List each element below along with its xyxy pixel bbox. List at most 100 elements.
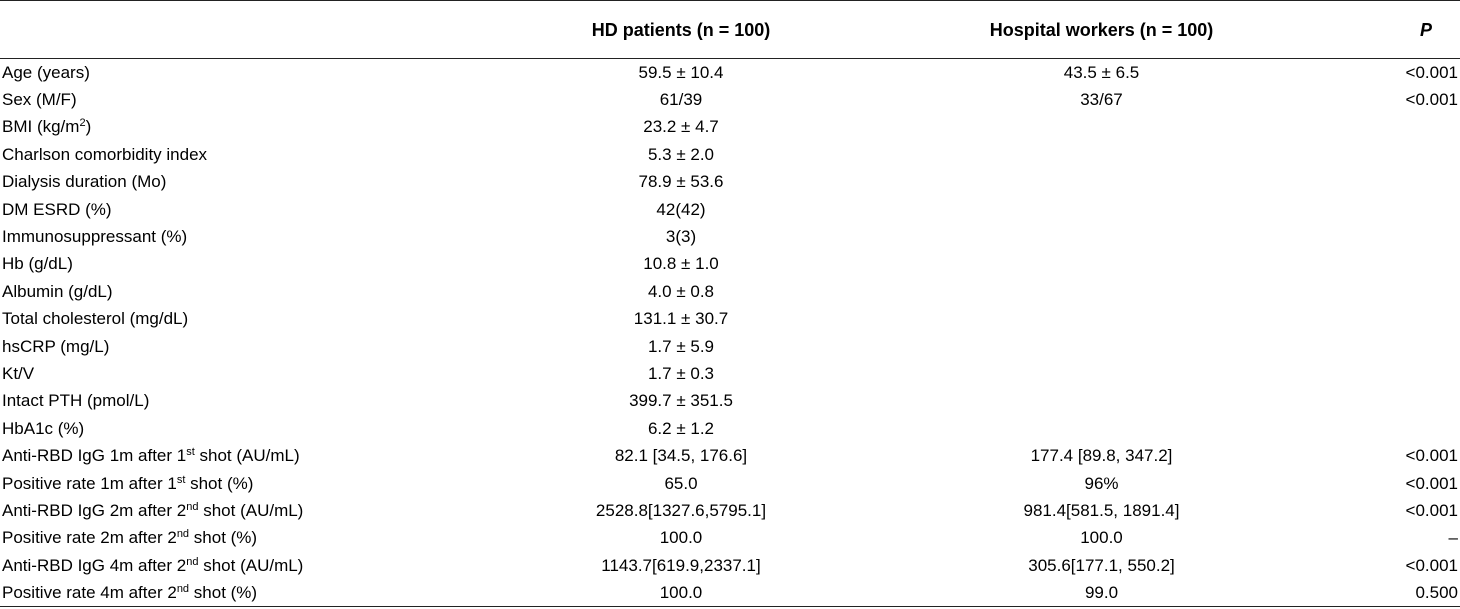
- header-hospital-workers: Hospital workers (n = 100): [854, 0, 1349, 59]
- cell-p-value: [1349, 415, 1460, 442]
- table-row: hsCRP (mg/L) 1.7 ± 5.9: [0, 332, 1460, 359]
- table-row: Intact PTH (pmol/L) 399.7 ± 351.5: [0, 387, 1460, 414]
- row-label-suffix: shot (%): [189, 528, 258, 548]
- row-label-text: Age (years): [2, 62, 90, 82]
- row-label-superscript: nd: [186, 555, 199, 568]
- row-label-text: Kt/V: [2, 363, 35, 383]
- row-label-suffix: shot (AU/mL): [198, 555, 304, 575]
- cell-p-value: [1349, 332, 1460, 359]
- table-row: BMI (kg/m2) 23.2 ± 4.7: [0, 113, 1460, 140]
- cell-hd-patients: 23.2 ± 4.7: [643, 117, 719, 137]
- cell-hd-patients: 5.3 ± 2.0: [647, 144, 715, 164]
- cell-p-value: [1349, 250, 1460, 277]
- cell-hospital-workers: 981.4[581.5, 1891.4]: [1023, 500, 1180, 520]
- row-label: Total cholesterol (mg/dL): [0, 305, 508, 332]
- row-label-superscript: st: [176, 473, 186, 486]
- cell-p-value: –: [1448, 528, 1458, 548]
- header-p-value: P: [1349, 0, 1460, 59]
- row-label: Kt/V: [0, 360, 508, 387]
- cell-hospital-workers: 177.4 [89.8, 347.2]: [1030, 446, 1173, 466]
- cell-hd-patients: 1143.7[619.9,2337.1]: [601, 555, 761, 575]
- row-label-text: Positive rate 1m after 1: [2, 473, 177, 493]
- cell-p-value: <0.001: [1405, 473, 1458, 493]
- cell-p-value: <0.001: [1405, 90, 1458, 110]
- cell-hd-patients: 100.0: [659, 528, 703, 548]
- table-row: Anti-RBD IgG 2m after 2nd shot (AU/mL) 25…: [0, 497, 1460, 524]
- row-label-text: Charlson comorbidity index: [2, 144, 208, 164]
- table-row: Dialysis duration (Mo) 78.9 ± 53.6: [0, 168, 1460, 195]
- row-label-text: Positive rate 2m after 2: [2, 528, 177, 548]
- cell-p-value: [1349, 223, 1460, 250]
- cell-p-value: [1349, 195, 1460, 222]
- cell-p-value: [1349, 387, 1460, 414]
- row-label-text: Sex (M/F): [2, 90, 77, 110]
- table-row: Hb (g/dL) 10.8 ± 1.0: [0, 250, 1460, 277]
- table-row: Positive rate 2m after 2nd shot (%) 100.0…: [0, 524, 1460, 551]
- cell-hospital-workers: 43.5 ± 6.5: [1063, 62, 1140, 82]
- cell-hd-patients: 59.5 ± 10.4: [638, 62, 724, 82]
- cell-hospital-workers: [854, 360, 1349, 387]
- row-label: Sex (M/F): [0, 86, 508, 113]
- table-header-row: HD patients (n = 100) Hospital workers (…: [0, 0, 1460, 59]
- cell-hospital-workers: [854, 332, 1349, 359]
- row-label: Positive rate 2m after 2nd shot (%): [0, 524, 508, 551]
- table-row: Anti-RBD IgG 1m after 1st shot (AU/mL) 82…: [0, 442, 1460, 469]
- cell-hd-patients: 4.0 ± 0.8: [647, 281, 715, 301]
- row-label-superscript: st: [186, 446, 195, 459]
- row-label: Immunosuppressant (%): [0, 223, 508, 250]
- row-label: Dialysis duration (Mo): [0, 168, 508, 195]
- cell-hospital-workers: [854, 195, 1349, 222]
- row-label: Age (years): [0, 59, 508, 86]
- row-label-text: Total cholesterol (mg/dL): [2, 309, 189, 329]
- cell-hd-patients: 61/39: [659, 90, 703, 110]
- cell-hd-patients: 2528.8[1327.6,5795.1]: [595, 500, 767, 520]
- row-label-text: hsCRP (mg/L): [2, 336, 110, 356]
- cell-hd-patients: 78.9 ± 53.6: [638, 172, 724, 192]
- cell-p-value: [1349, 168, 1460, 195]
- table-row: Kt/V 1.7 ± 0.3: [0, 360, 1460, 387]
- cell-hospital-workers: [854, 168, 1349, 195]
- cell-hospital-workers: 305.6[177.1, 550.2]: [1028, 555, 1175, 575]
- row-label-superscript: nd: [176, 528, 190, 541]
- row-label-text: Albumin (g/dL): [2, 281, 113, 301]
- row-label: Positive rate 1m after 1st shot (%): [0, 469, 508, 496]
- header-variable: [0, 0, 508, 59]
- cell-hd-patients: 65.0: [664, 473, 698, 493]
- cell-hd-patients: 1.7 ± 5.9: [647, 336, 715, 356]
- row-label-text: Immunosuppressant (%): [2, 227, 188, 247]
- cell-hospital-workers: [854, 250, 1349, 277]
- row-label: Albumin (g/dL): [0, 278, 508, 305]
- cell-hospital-workers: 96%: [1084, 473, 1119, 493]
- table-row: Charlson comorbidity index 5.3 ± 2.0: [0, 141, 1460, 168]
- row-label: Anti-RBD IgG 2m after 2nd shot (AU/mL): [0, 497, 508, 524]
- cell-hospital-workers: 99.0: [854, 578, 1349, 607]
- table-row: Immunosuppressant (%) 3(3): [0, 223, 1460, 250]
- table-row: Anti-RBD IgG 4m after 2nd shot (AU/mL) 11…: [0, 552, 1460, 579]
- row-label-suffix: ): [85, 117, 92, 137]
- row-label-suffix: shot (AU/mL): [198, 500, 304, 520]
- row-label-text: DM ESRD (%): [2, 199, 112, 219]
- row-label: DM ESRD (%): [0, 195, 508, 222]
- cell-p-value: [1349, 305, 1460, 332]
- row-label: Hb (g/dL): [0, 250, 508, 277]
- row-label: Anti-RBD IgG 4m after 2nd shot (AU/mL): [0, 552, 508, 579]
- cell-hd-patients: 82.1 [34.5, 176.6]: [614, 446, 748, 466]
- cell-hd-patients: 100.0: [508, 578, 854, 607]
- cell-p-value: <0.001: [1405, 62, 1458, 82]
- cell-p-value: <0.001: [1405, 446, 1458, 466]
- cell-hd-patients: 10.8 ± 1.0: [643, 254, 719, 274]
- row-label: Intact PTH (pmol/L): [0, 387, 508, 414]
- cell-hd-patients: 6.2 ± 1.2: [647, 418, 715, 438]
- cell-p-value: [1349, 360, 1460, 387]
- row-label-text: Anti-RBD IgG 4m after 2: [2, 555, 187, 575]
- cell-hospital-workers: [854, 278, 1349, 305]
- row-label-text: Anti-RBD IgG 2m after 2: [2, 500, 187, 520]
- table-row: DM ESRD (%) 42(42): [0, 195, 1460, 222]
- cell-hospital-workers: [854, 305, 1349, 332]
- cell-hd-patients: 3(3): [665, 227, 697, 247]
- cell-p-value: [1349, 141, 1460, 168]
- table-body: Age (years) 59.5 ± 10.4 43.5 ± 6.5 <0.001 Se…: [0, 59, 1460, 607]
- cell-hospital-workers: [854, 113, 1349, 140]
